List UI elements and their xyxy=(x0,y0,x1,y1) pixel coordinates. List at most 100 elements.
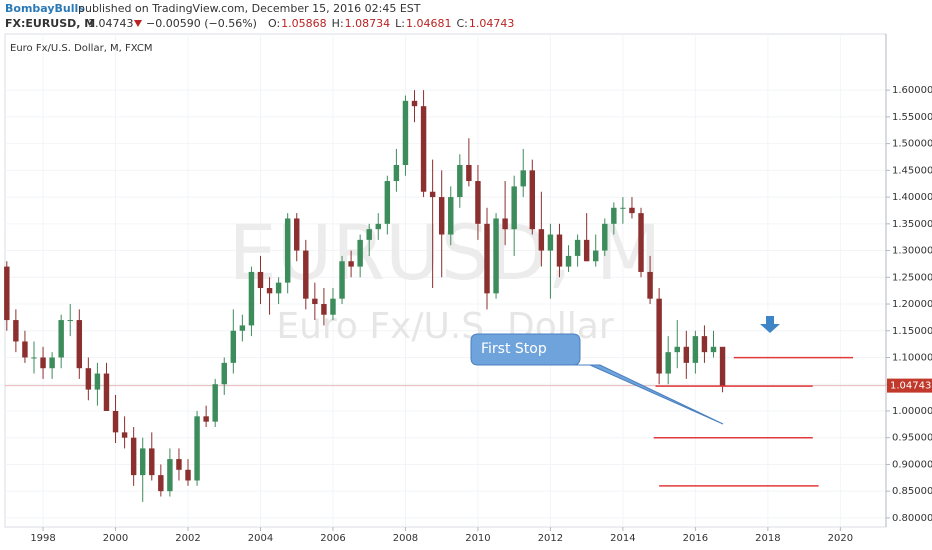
symbol: FX:EURUSD, M xyxy=(5,17,95,30)
candle-body xyxy=(647,271,653,299)
candle-body xyxy=(402,100,409,166)
candle-body xyxy=(49,357,55,369)
x-tick-label: 2016 xyxy=(683,533,708,544)
y-tick-label: 1.10000 xyxy=(892,352,932,363)
candle-body xyxy=(384,181,391,224)
candle-body xyxy=(592,250,599,262)
candle-body xyxy=(420,106,427,192)
candle-body xyxy=(13,320,19,342)
candle-body xyxy=(158,475,164,492)
candle-body xyxy=(448,197,454,235)
plot xyxy=(4,90,886,502)
ohlc-label: H: xyxy=(332,17,344,30)
x-tick-label: 2008 xyxy=(393,533,418,544)
candle-body xyxy=(520,170,526,187)
ohlc-value: 1.04743 xyxy=(469,17,515,30)
y-tick-label: 1.50000 xyxy=(892,139,932,150)
candle-body xyxy=(538,229,545,251)
candle-body xyxy=(411,100,418,107)
last-price-box xyxy=(887,378,932,393)
last: 1.04743 xyxy=(88,17,134,30)
y-tick-label: 1.15000 xyxy=(892,326,932,337)
last-price-label: 1.04743 xyxy=(890,381,931,392)
candle-body xyxy=(76,320,83,369)
candle-body xyxy=(212,384,218,422)
candle-body xyxy=(312,298,318,305)
candle-body xyxy=(149,448,155,476)
candle-body xyxy=(284,218,291,283)
x-tick-label: 2012 xyxy=(538,533,563,544)
candle-body xyxy=(130,437,137,476)
candle-body xyxy=(112,410,119,433)
x-tick-label: 2002 xyxy=(175,533,200,544)
candle-body xyxy=(58,320,64,358)
candle-body xyxy=(429,191,436,198)
candle-body xyxy=(366,229,372,240)
candle-body xyxy=(656,298,662,374)
ohlc-value: 1.04681 xyxy=(406,17,452,30)
candle-body xyxy=(167,459,173,492)
y-tick-label: 0.80000 xyxy=(892,513,932,524)
callout xyxy=(470,333,724,425)
x-tick-label: 2006 xyxy=(320,533,345,544)
candle-body xyxy=(620,207,626,209)
y-tick-label: 0.90000 xyxy=(892,459,932,470)
candle-body xyxy=(611,207,617,224)
change: −0.00590 (−0.56%) xyxy=(146,17,257,30)
y-tick-label: 1.25000 xyxy=(892,272,932,283)
candle-body xyxy=(375,223,381,230)
down-arrow xyxy=(760,316,780,333)
candle-body xyxy=(203,416,209,422)
candle-body xyxy=(438,197,445,235)
candle-body xyxy=(330,298,336,315)
x-tick-label: 2014 xyxy=(610,533,635,544)
candle-body xyxy=(547,234,554,251)
candle-body xyxy=(194,416,200,481)
candle-body xyxy=(674,346,680,353)
candle-body xyxy=(121,432,128,438)
candle-body xyxy=(493,218,499,294)
candle-body xyxy=(683,346,690,363)
candle-body xyxy=(629,207,635,214)
y-tick-label: 1.40000 xyxy=(892,192,932,203)
y-tick-label: 1.55000 xyxy=(892,112,932,123)
candle-body xyxy=(457,165,463,198)
candle-body xyxy=(574,239,581,256)
candle-body xyxy=(348,261,354,267)
ohlc-value: 1.08734 xyxy=(345,17,391,30)
candle-body xyxy=(94,373,101,390)
candle-body xyxy=(67,320,73,322)
x-tick-label: 2000 xyxy=(103,533,128,544)
x-tick-label: 2020 xyxy=(828,533,853,544)
x-tick-label: 2004 xyxy=(248,533,273,544)
candle-body xyxy=(665,352,671,374)
candle-body xyxy=(139,448,146,476)
published: published on TradingView.com, December 1… xyxy=(78,2,421,15)
candle-body xyxy=(475,181,481,224)
candle-body xyxy=(40,357,46,369)
candle-body xyxy=(185,469,191,481)
candle-body xyxy=(103,373,110,411)
ohlc-value: 1.05868 xyxy=(281,17,327,30)
y-tick-label: 1.00000 xyxy=(892,406,932,417)
y-tick-label: 1.60000 xyxy=(892,85,932,96)
candle-body xyxy=(701,336,708,353)
candle-body xyxy=(602,223,608,251)
candle-body xyxy=(248,271,255,326)
grid xyxy=(5,34,886,527)
candle-body xyxy=(556,234,563,267)
candle-body xyxy=(511,186,517,230)
chart-title: Euro Fx/U.S. Dollar, M, FXCM xyxy=(10,43,153,54)
candle-body xyxy=(719,346,726,386)
candle-body xyxy=(565,255,572,267)
ohlc-label: L: xyxy=(395,17,405,30)
author[interactable]: BombayBulls xyxy=(5,2,85,15)
candle-body xyxy=(484,223,490,294)
down-triangle xyxy=(134,20,142,27)
candle-body xyxy=(321,304,327,315)
x-tick-label: 2010 xyxy=(465,533,490,544)
candle-body xyxy=(266,287,273,294)
candle-body xyxy=(502,218,508,230)
